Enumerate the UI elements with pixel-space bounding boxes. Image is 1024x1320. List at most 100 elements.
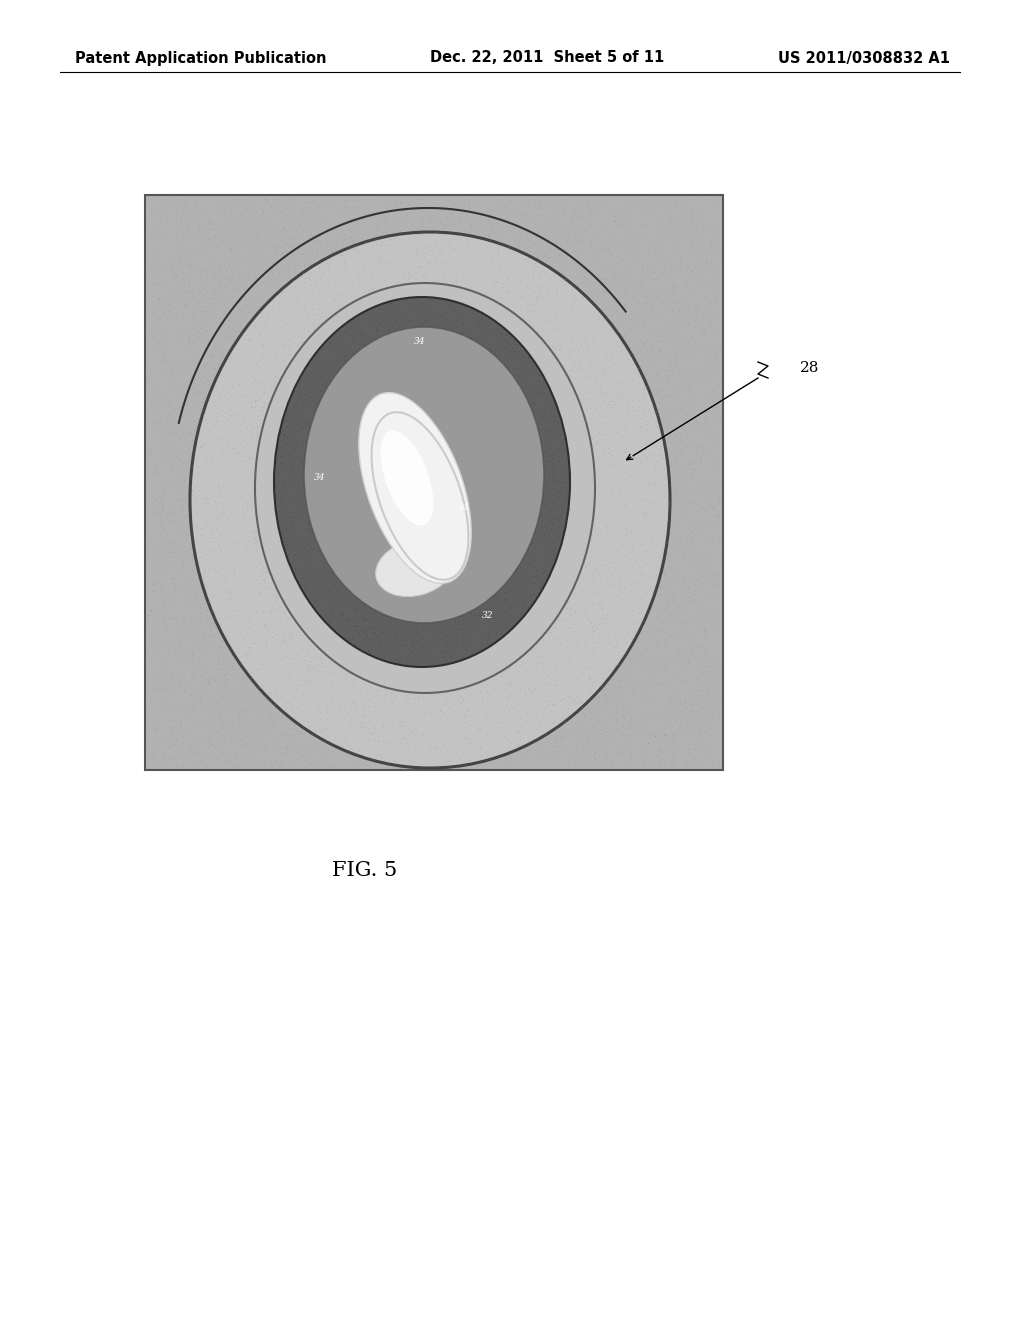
Point [369,383,385,404]
Point [479,725,496,746]
Point [418,486,434,507]
Point [542,276,558,297]
Point [395,227,412,248]
Point [253,532,269,553]
Point [187,623,204,644]
Point [652,507,669,528]
Point [667,490,683,511]
Point [395,297,412,318]
Point [321,609,337,630]
Point [407,628,423,649]
Point [213,484,229,506]
Point [547,701,563,722]
Point [443,647,460,668]
Point [476,570,493,591]
Point [483,459,500,480]
Point [153,362,169,383]
Point [146,330,163,351]
Point [347,397,364,418]
Point [282,238,298,259]
Point [292,372,308,393]
Point [620,606,636,627]
Point [275,673,292,694]
Point [451,330,467,351]
Point [488,558,505,579]
Point [310,747,327,768]
Point [162,252,178,273]
Point [213,586,229,607]
Point [693,417,710,438]
Point [144,404,161,425]
Point [423,379,439,400]
Point [400,430,417,451]
Point [699,498,716,519]
Point [522,286,539,308]
Point [428,581,444,602]
Point [372,623,388,644]
Point [160,635,176,656]
Point [303,671,319,692]
Point [284,397,300,418]
Point [321,397,337,418]
Point [475,454,492,475]
Point [249,441,265,462]
Point [283,623,299,644]
Point [364,300,380,321]
Point [303,661,319,682]
Point [384,375,400,396]
Point [474,440,490,461]
Point [254,470,270,491]
Point [545,700,561,721]
Point [457,413,473,434]
Point [675,264,691,285]
Point [629,343,645,364]
Point [581,572,597,593]
Point [273,545,290,566]
Point [476,239,493,260]
Point [439,582,456,603]
Point [420,222,436,243]
Point [270,519,287,540]
Point [502,652,518,673]
Point [390,722,407,743]
Point [395,260,412,281]
Point [376,363,392,384]
Point [477,265,494,286]
Point [372,312,388,333]
Point [500,582,516,603]
Point [665,285,681,306]
Point [270,405,287,426]
Point [243,232,259,253]
Point [488,512,505,533]
Point [349,187,366,209]
Point [381,591,397,612]
Point [334,709,350,730]
Point [581,677,597,698]
Point [540,284,556,305]
Point [398,523,415,544]
Point [270,516,287,537]
Point [616,257,633,279]
Point [229,713,246,734]
Point [412,194,428,215]
Point [284,409,300,430]
Point [186,420,203,441]
Point [506,533,522,554]
Point [616,591,633,612]
Point [456,282,472,304]
Point [294,442,310,463]
Point [327,513,343,535]
Point [413,385,429,407]
Point [374,352,390,374]
Point [471,255,487,276]
Point [379,524,395,545]
Point [319,420,336,441]
Point [385,487,401,508]
Point [395,685,412,706]
Point [236,376,252,397]
Point [473,319,489,341]
Point [175,447,191,469]
Point [468,525,484,546]
Point [402,319,419,341]
Point [607,236,624,257]
